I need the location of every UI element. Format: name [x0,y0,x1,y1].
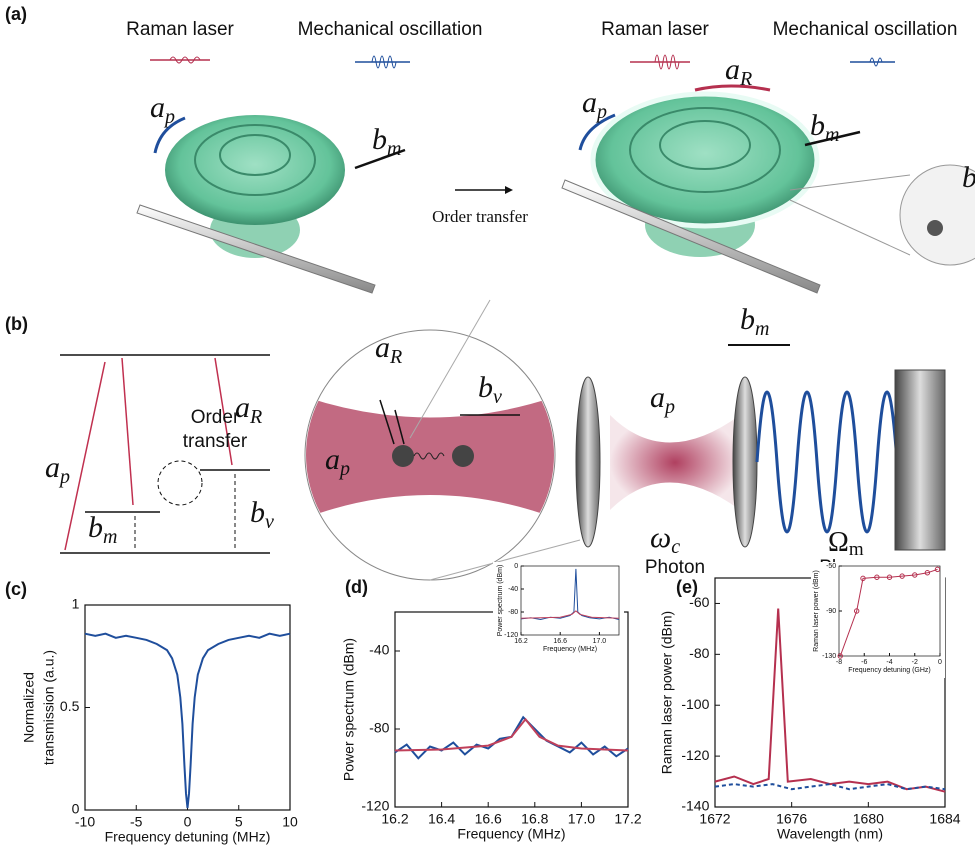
symbol: bm [740,303,769,340]
symbol: bm [372,123,401,160]
y-axis-label: Raman laser power (dBm) [659,611,675,774]
y-tick-label: -80 [369,720,389,736]
caption: Mechanical oscillation [298,19,483,40]
y-tick-label: -40 [369,642,389,658]
symbol: ap [582,86,607,123]
y-tick-label: -40 [508,586,518,593]
caption: Raman laser [126,19,234,40]
x-tick-label: 17.0 [568,810,595,826]
x-axis-label: Wavelength (nm) [777,826,883,842]
x-tick-label: 0 [184,813,192,829]
x-tick-label: -6 [861,659,867,666]
symbol: ap [650,381,675,418]
symbol: ap [45,451,70,488]
y-axis-label: Power spectrum (dBm) [497,565,504,637]
panel-a-art [137,55,975,293]
x-tick-label: 16.4 [428,810,455,826]
y-tick-label: 0 [72,801,80,817]
y-tick-label: -130 [822,653,836,660]
panel-label: (b) [5,314,28,334]
x-tick-label: -2 [912,659,918,666]
y-tick-label: 1 [72,596,80,612]
caption: transfer [183,431,248,452]
x-tick-label: 1684 [929,810,960,826]
panel-label: (d) [345,577,368,597]
y-tick-label: -100 [681,696,709,712]
x-tick-label: 16.8 [521,810,548,826]
x-axis-label: Frequency (MHz) [543,646,597,653]
y-axis-label: transmission (a.u.) [41,650,57,765]
series-line [85,634,290,808]
symbol: bm [88,511,117,548]
y-tick-label: -120 [361,798,389,814]
x-tick-label: 1676 [776,810,807,826]
x-tick-label: 0 [938,659,942,666]
y-tick-label: -80 [689,645,709,661]
x-tick-label: 5 [235,813,243,829]
x-tick-label: 17.0 [593,638,607,645]
x-tick-label: 16.6 [553,638,567,645]
symbol: b [962,161,975,194]
caption: Raman laser [601,19,709,40]
y-tick-label: -50 [826,563,836,570]
panel-label: (a) [5,4,27,24]
symbol: Ωm [828,527,864,560]
caption: Mechanical oscillation [773,19,958,40]
x-tick-label: 16.2 [514,638,528,645]
x-axis-label: Frequency detuning (MHz) [105,829,271,845]
plot-frame [85,605,290,810]
panel-label: (e) [676,577,698,597]
symbol: ωc [650,521,680,558]
symbol: aR [725,53,752,90]
x-axis-label: Frequency (MHz) [457,826,565,842]
x-axis-label: Frequency detuning (GHz) [848,667,930,674]
y-tick-label: -140 [681,798,709,814]
caption: Order transfer [432,207,528,226]
x-tick-label: 1680 [853,810,884,826]
caption: Order [191,407,240,428]
x-tick-label: -8 [836,659,842,666]
symbol: bv [250,496,274,533]
x-tick-label: -5 [130,813,143,829]
panel-label: (c) [5,579,27,599]
figure: (a) Raman laser Mechanical oscillation R… [0,0,975,857]
caption: Photon [645,557,705,578]
symbol: bm [810,109,839,146]
y-tick-label: 0 [514,563,518,570]
y-tick-label: -90 [826,608,836,615]
y-tick-label: -80 [508,609,518,616]
x-tick-label: -4 [886,659,892,666]
x-tick-label: 10 [282,813,298,829]
symbol: ap [150,91,175,128]
y-tick-label: 0.5 [60,698,80,714]
y-axis-label: Power spectrum (dBm) [341,638,357,781]
y-axis-label: Normalized [21,672,37,743]
x-tick-label: 17.2 [614,810,641,826]
y-axis-label: Raman laser power (dBm) [813,570,820,652]
y-tick-label: -120 [681,747,709,763]
y-tick-label: -120 [504,632,518,639]
x-tick-label: 16.6 [475,810,502,826]
